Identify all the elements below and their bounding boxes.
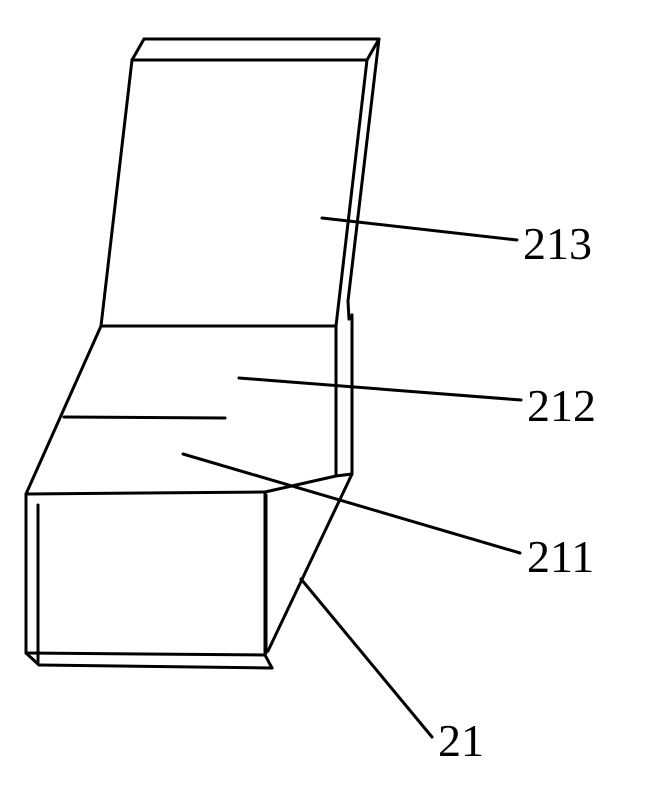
label-21: 21 <box>438 714 484 767</box>
label-212: 212 <box>527 379 596 432</box>
label-213: 213 <box>523 217 592 270</box>
label-211: 211 <box>527 530 594 583</box>
